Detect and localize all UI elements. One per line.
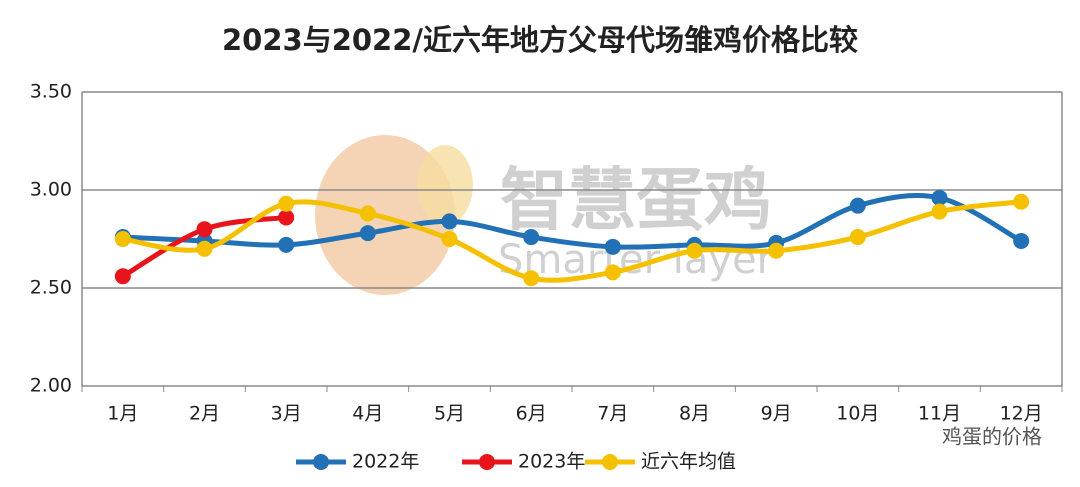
y-tick-label: 2.00: [30, 375, 72, 397]
y-tick-label: 2.50: [30, 277, 72, 299]
legend-marker: [479, 454, 495, 470]
data-point: [604, 238, 621, 255]
legend-label: 2022年: [352, 451, 419, 473]
data-point: [1013, 193, 1030, 210]
x-tick-label: 11月: [918, 403, 961, 425]
legend-label: 2023年: [518, 451, 585, 473]
data-point: [849, 197, 866, 214]
y-tick-label: 3.50: [30, 81, 72, 103]
x-tick-label: 2月: [189, 403, 220, 425]
data-point: [686, 242, 703, 259]
watermark-text: 智慧蛋鸡: [500, 162, 772, 241]
data-point: [931, 189, 948, 206]
watermark-logo: [417, 145, 473, 225]
x-tick-label: 6月: [516, 403, 547, 425]
series-line: [120, 193, 1024, 250]
legend-marker: [602, 454, 618, 470]
data-point: [931, 203, 948, 220]
data-point: [441, 213, 458, 230]
data-point: [604, 264, 621, 281]
legend-label: 近六年均值: [641, 451, 736, 473]
data-point: [768, 242, 785, 259]
x-tick-label: 4月: [352, 403, 383, 425]
data-point: [114, 231, 131, 247]
data-point: [359, 205, 376, 222]
x-tick-label: 10月: [836, 403, 879, 425]
y-tick-label: 3.00: [30, 179, 72, 201]
annotation: 鸡蛋的价格: [942, 425, 1042, 449]
series-line: [120, 199, 1024, 283]
x-tick-label: 8月: [679, 403, 710, 425]
data-point: [523, 270, 540, 287]
x-tick-label: 5月: [434, 403, 465, 425]
data-point: [359, 225, 376, 242]
data-point: [114, 268, 131, 285]
data-point: [441, 231, 458, 247]
x-tick-label: 12月: [1000, 403, 1043, 425]
chart-title: 2023与2022/近六年地方父母代场雏鸡价格比较: [222, 23, 858, 57]
x-tick-label: 1月: [107, 403, 138, 425]
legend-marker: [313, 454, 329, 470]
x-tick-label: 3月: [271, 403, 302, 425]
x-tick-label: 7月: [597, 403, 628, 425]
data-point: [1013, 232, 1030, 249]
data-point: [196, 221, 213, 238]
data-point: [278, 209, 295, 226]
data-point: [849, 229, 866, 246]
data-point: [196, 240, 213, 257]
data-point: [278, 236, 295, 253]
data-point: [523, 229, 540, 246]
x-tick-label: 9月: [761, 403, 792, 425]
data-point: [278, 195, 295, 212]
